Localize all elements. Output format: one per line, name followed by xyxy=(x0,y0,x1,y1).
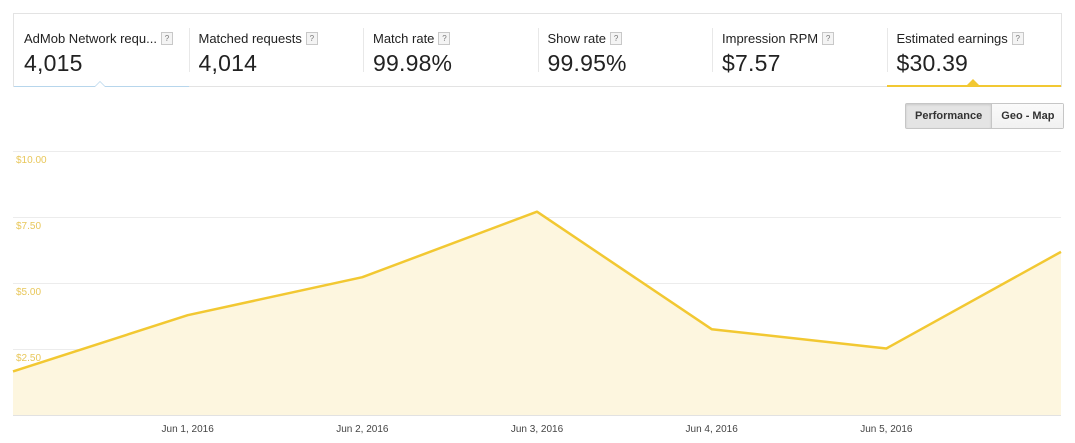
y-tick-label: $5.00 xyxy=(16,287,41,298)
metric-label: Impression RPM xyxy=(722,30,819,46)
help-icon[interactable]: ? xyxy=(160,31,173,45)
help-icon[interactable]: ? xyxy=(305,31,318,45)
help-icon[interactable]: ? xyxy=(438,31,451,45)
x-tick-label: Jun 3, 2016 xyxy=(511,424,564,435)
x-tick-label: Jun 2, 2016 xyxy=(336,424,389,435)
view-toggle: Performance Geo - Map xyxy=(905,103,1065,129)
x-tick-label: Jun 1, 2016 xyxy=(162,424,215,435)
y-tick-label: $2.50 xyxy=(16,353,41,364)
series-area xyxy=(13,211,1061,415)
series-line xyxy=(12,210,1062,373)
x-tick-label: Jun 5, 2016 xyxy=(860,424,913,435)
x-tick-label: Jun 4, 2016 xyxy=(686,424,739,435)
metric-match-rate[interactable]: Match rate ? 99.98% xyxy=(363,14,538,86)
help-icon[interactable]: ? xyxy=(822,31,835,45)
metric-estimated-earnings[interactable]: Estimated earnings ? $30.39 xyxy=(886,14,1061,87)
performance-button[interactable]: Performance xyxy=(906,104,993,128)
metric-value: $30.39 xyxy=(896,50,969,76)
metric-label: Match rate xyxy=(373,30,435,46)
geo-map-button[interactable]: Geo - Map xyxy=(992,104,1064,128)
metric-cards: AdMob Network requ... ? 4,015 Matched re… xyxy=(13,13,1062,87)
help-icon[interactable]: ? xyxy=(610,31,623,45)
metric-caret-selected xyxy=(966,79,979,85)
metric-admob-network-requests[interactable]: AdMob Network requ... ? 4,015 xyxy=(14,14,189,87)
metric-label: Matched requests xyxy=(198,30,302,46)
metric-value: 4,014 xyxy=(198,50,258,76)
metric-matched-requests[interactable]: Matched requests ? 4,014 xyxy=(188,14,364,86)
metric-value: 99.98% xyxy=(373,50,453,76)
help-icon[interactable]: ? xyxy=(1011,31,1024,45)
metric-value: $7.57 xyxy=(722,50,781,76)
metric-label: Show rate xyxy=(547,30,607,46)
metric-label: Estimated earnings xyxy=(896,30,1008,46)
metric-caret xyxy=(94,81,106,87)
metric-underline-selected xyxy=(886,85,1061,87)
y-tick-label: $10.00 xyxy=(16,155,47,166)
metric-show-rate[interactable]: Show rate ? 99.95% xyxy=(537,14,713,86)
metric-value: 4,015 xyxy=(24,50,83,76)
metric-value: 99.95% xyxy=(547,50,627,76)
metric-impression-rpm[interactable]: Impression RPM ? $7.57 xyxy=(712,14,887,86)
y-tick-label: $7.50 xyxy=(16,221,41,232)
metric-label: AdMob Network requ... xyxy=(24,30,157,46)
